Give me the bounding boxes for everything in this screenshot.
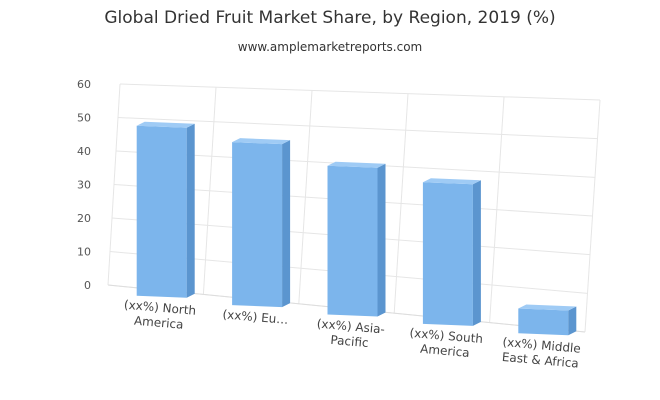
y-tick-label: 10 bbox=[77, 246, 91, 259]
bar-front bbox=[136, 125, 187, 298]
bar bbox=[327, 161, 386, 317]
bar-front bbox=[422, 182, 473, 326]
grid-separator bbox=[489, 96, 505, 323]
y-tick-label: 40 bbox=[77, 145, 91, 158]
gridline bbox=[119, 83, 601, 101]
bar-side bbox=[377, 163, 386, 317]
grid-separator bbox=[298, 90, 313, 304]
bar-front bbox=[232, 142, 283, 308]
bar-front bbox=[327, 165, 378, 317]
y-axis: 0 10 20 30 40 50 60 bbox=[77, 78, 91, 292]
y-tick-label: 60 bbox=[77, 78, 91, 91]
grid-separator bbox=[393, 93, 409, 314]
bar-top bbox=[422, 178, 481, 185]
bar-top bbox=[327, 161, 386, 168]
bar-layer bbox=[136, 121, 577, 336]
x-tick-label: (xx%) SouthAmerica bbox=[408, 326, 484, 361]
bar-side bbox=[568, 306, 577, 336]
y-tick-label: 20 bbox=[77, 212, 91, 225]
bar bbox=[136, 121, 195, 298]
bar bbox=[232, 138, 291, 308]
chart-title: Global Dried Fruit Market Share, by Regi… bbox=[104, 8, 556, 28]
y-tick-label: 0 bbox=[84, 279, 91, 292]
x-tick-label: (xx%) NorthAmerica bbox=[122, 298, 197, 333]
grid-separator bbox=[202, 87, 217, 295]
bar-front bbox=[518, 308, 569, 336]
bar-top bbox=[136, 121, 195, 128]
x-tick-label: (xx%) Asia-Pacific bbox=[315, 317, 386, 352]
chart-subtitle: www.amplemarketreports.com bbox=[237, 40, 423, 54]
bar bbox=[518, 304, 577, 336]
x-axis: (xx%) NorthAmerica (xx%) Eu… (xx%) Asia-Pa… bbox=[122, 298, 582, 371]
bar-top bbox=[232, 138, 291, 145]
bar-side bbox=[472, 180, 481, 326]
gridline bbox=[117, 117, 598, 140]
bar-top bbox=[518, 304, 577, 311]
grid-separator bbox=[107, 83, 121, 286]
bar bbox=[422, 178, 481, 326]
y-tick-label: 30 bbox=[77, 179, 91, 192]
x-tick-label: (xx%) MiddleEast & Africa bbox=[501, 335, 582, 371]
bar-side bbox=[282, 140, 291, 308]
y-tick-label: 50 bbox=[77, 112, 91, 125]
x-tick-label: (xx%) Eu… bbox=[222, 307, 289, 327]
bar-side bbox=[186, 123, 195, 298]
grid-separator bbox=[584, 99, 601, 333]
